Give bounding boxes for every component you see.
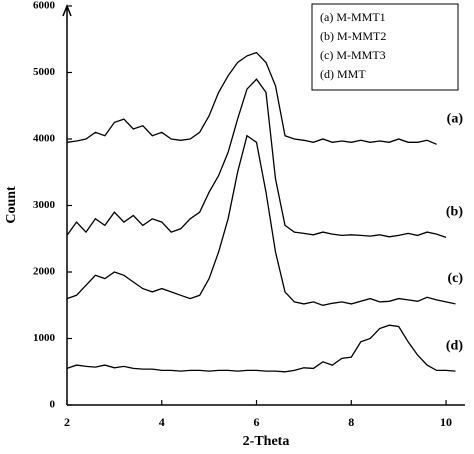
y-tick-label: 6000 [33,0,56,12]
y-tick-label: 4000 [33,133,56,145]
series-tag: (b) [446,205,463,220]
legend-entry: (c) M-MMT3 [320,48,386,62]
series-line [66,51,437,145]
series-line [66,324,456,373]
y-tick-label: 0 [50,399,56,411]
x-tick-label: 10 [440,415,452,429]
x-tick-label: 6 [254,415,260,429]
y-axis-title: Count [4,186,19,224]
x-tick-label: 8 [348,415,354,429]
x-axis-title: 2-Theta [243,434,290,449]
y-tick-label: 1000 [33,332,56,344]
legend-box [311,3,459,91]
y-tick-label: 5000 [33,66,56,78]
legend-entry: (a) M-MMT1 [320,10,386,24]
legend-entry: (b) M-MMT2 [320,29,386,43]
series-tag: (d) [446,338,463,353]
x-tick-label: 2 [64,415,70,429]
series-tag: (a) [447,112,464,127]
y-tick-label: 3000 [33,199,56,211]
x-tick-label: 4 [159,415,165,429]
series-tag: (c) [447,271,463,286]
series-line [66,134,456,306]
legend-entry: (d) MMT [320,67,366,81]
series-line [66,78,447,239]
y-tick-label: 2000 [33,266,56,278]
